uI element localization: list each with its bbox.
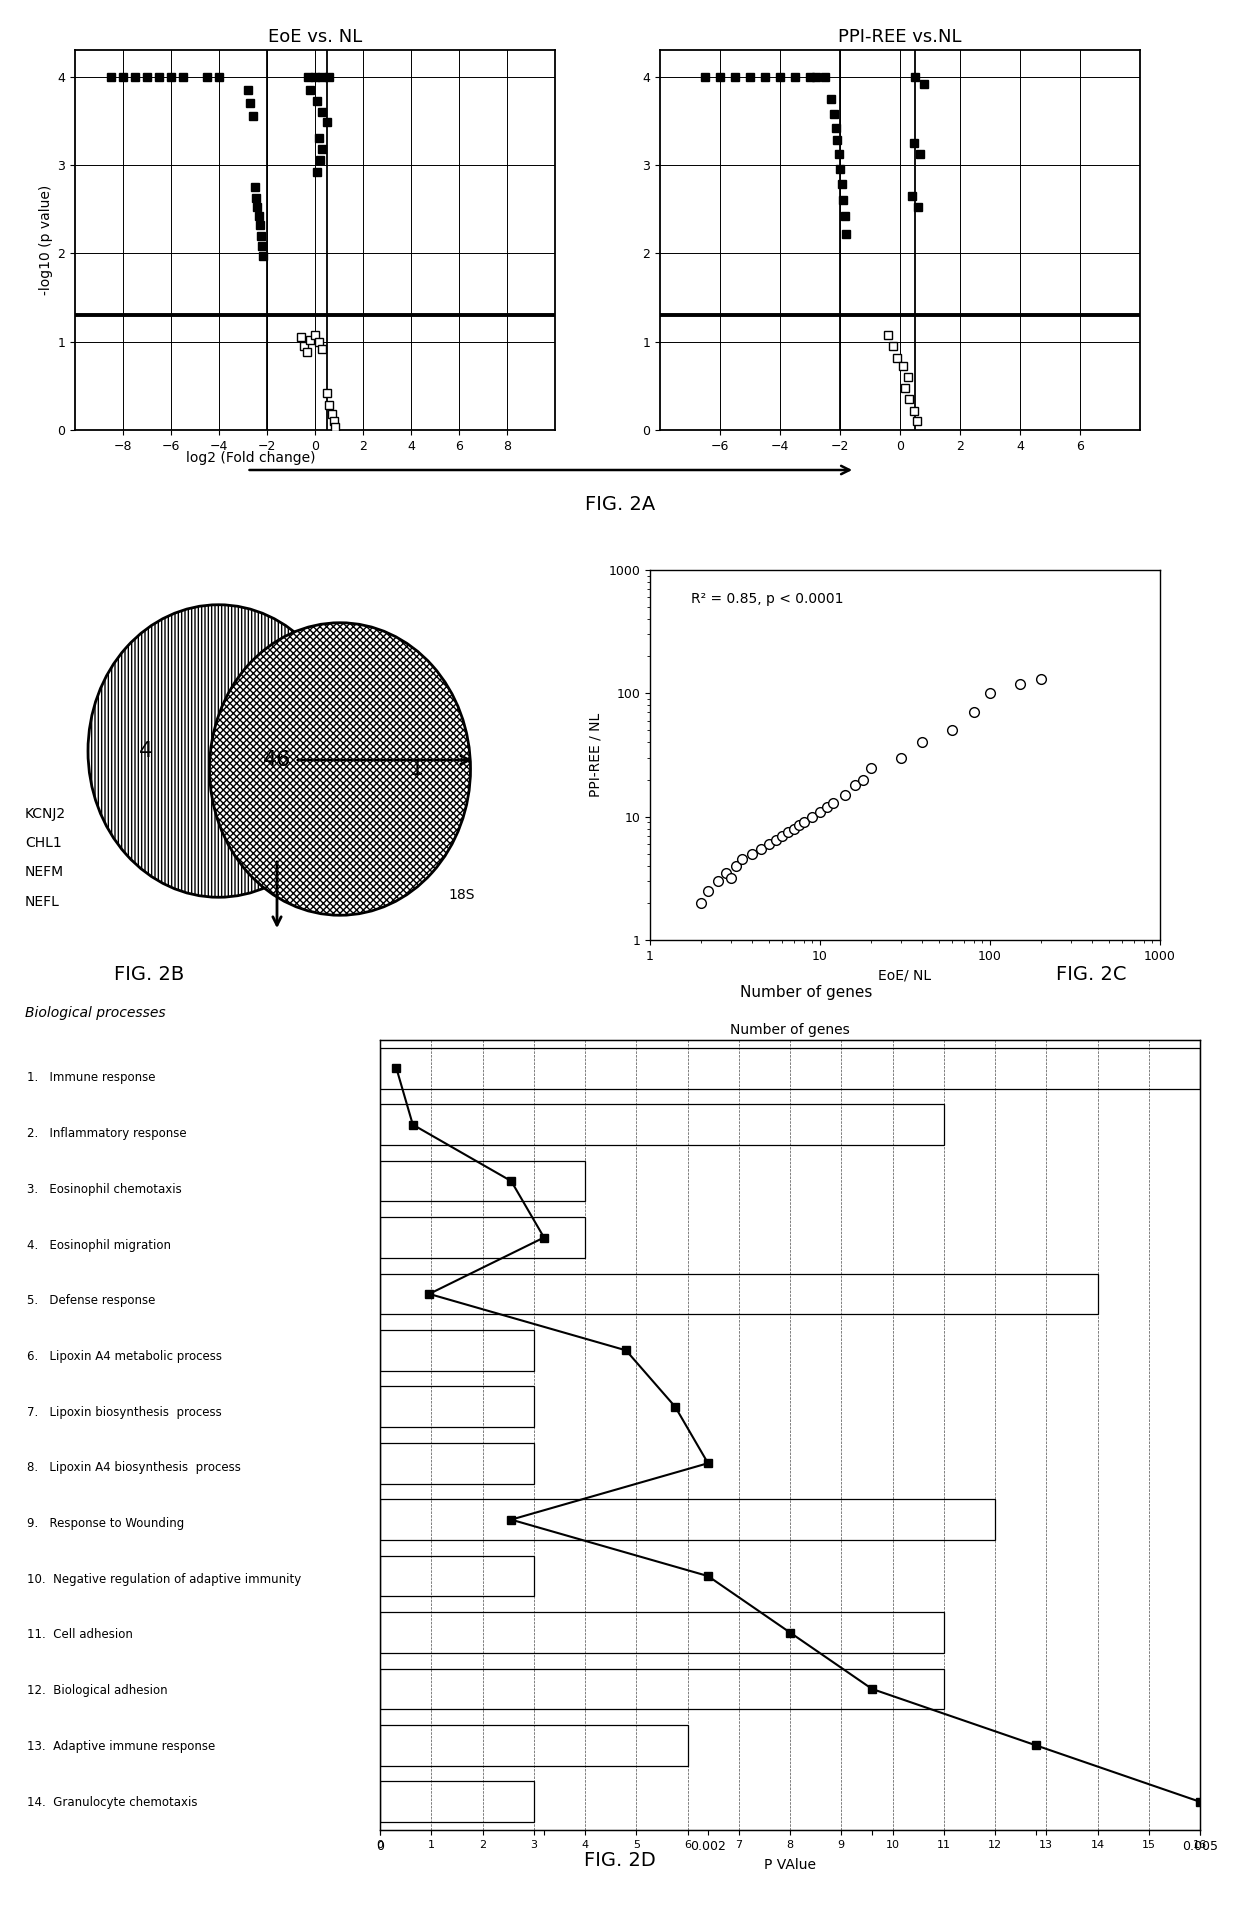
Text: NEFL: NEFL (25, 894, 60, 910)
Bar (379, 1725, 687, 1765)
Text: 6.   Lipoxin A4 metabolic process: 6. Lipoxin A4 metabolic process (27, 1351, 222, 1362)
Bar (379, 1613, 944, 1653)
Bar (379, 1104, 944, 1145)
Text: FIG. 2D: FIG. 2D (584, 1852, 656, 1869)
Ellipse shape (88, 605, 348, 898)
Bar (379, 1555, 533, 1596)
Y-axis label: -log10 (p value): -log10 (p value) (40, 185, 53, 295)
Bar (379, 1330, 533, 1370)
Bar (379, 1048, 1200, 1089)
Bar (379, 1669, 944, 1709)
Bar (379, 1781, 533, 1823)
Text: 14.  Granulocyte chemotaxis: 14. Granulocyte chemotaxis (27, 1796, 197, 1809)
Text: Biological processes: Biological processes (25, 1006, 166, 1019)
Text: KCNJ2: KCNJ2 (25, 807, 66, 821)
Bar (379, 1443, 533, 1484)
Title: PPI-REE vs.NL: PPI-REE vs.NL (838, 27, 962, 46)
Text: 7.   Lipoxin biosynthesis  process: 7. Lipoxin biosynthesis process (27, 1405, 222, 1418)
Text: 4.   Eosinophil migration: 4. Eosinophil migration (27, 1239, 171, 1251)
X-axis label: EoE/ NL: EoE/ NL (878, 967, 931, 983)
Text: 1.   Immune response: 1. Immune response (27, 1071, 155, 1085)
Title: EoE vs. NL: EoE vs. NL (268, 27, 362, 46)
Text: 5.   Defense response: 5. Defense response (27, 1295, 155, 1307)
X-axis label: P VAlue: P VAlue (764, 1858, 816, 1873)
Text: 1: 1 (409, 759, 424, 779)
Text: 9.   Response to Wounding: 9. Response to Wounding (27, 1517, 185, 1530)
Text: FIG. 2B: FIG. 2B (114, 965, 184, 985)
Text: 2.   Inflammatory response: 2. Inflammatory response (27, 1127, 187, 1141)
Text: NEFM: NEFM (25, 865, 64, 879)
Text: 8.   Lipoxin A4 biosynthesis  process: 8. Lipoxin A4 biosynthesis process (27, 1461, 241, 1474)
Text: 3.   Eosinophil chemotaxis: 3. Eosinophil chemotaxis (27, 1183, 182, 1197)
Bar (379, 1499, 994, 1540)
Text: 46: 46 (263, 750, 291, 771)
Y-axis label: PPI-REE / NL: PPI-REE / NL (589, 713, 603, 798)
Text: Number of genes: Number of genes (740, 985, 872, 1000)
Ellipse shape (210, 622, 470, 915)
Text: 4: 4 (139, 742, 154, 761)
Text: 13.  Adaptive immune response: 13. Adaptive immune response (27, 1740, 216, 1754)
Text: 18S: 18S (448, 888, 475, 902)
Text: 10.  Negative regulation of adaptive immunity: 10. Negative regulation of adaptive immu… (27, 1572, 301, 1586)
X-axis label: Number of genes: Number of genes (730, 1023, 849, 1037)
Text: FIG. 2A: FIG. 2A (585, 495, 655, 515)
Bar (379, 1274, 1097, 1314)
Text: log2 (Fold change): log2 (Fold change) (186, 451, 315, 464)
Text: FIG. 2C: FIG. 2C (1056, 965, 1126, 985)
Text: CHL1: CHL1 (25, 836, 62, 850)
Bar (379, 1160, 585, 1201)
Bar (379, 1386, 533, 1428)
Text: 11.  Cell adhesion: 11. Cell adhesion (27, 1628, 133, 1642)
Text: R² = 0.85, p < 0.0001: R² = 0.85, p < 0.0001 (691, 592, 843, 607)
Text: 12.  Biological adhesion: 12. Biological adhesion (27, 1684, 167, 1698)
Bar (379, 1218, 585, 1258)
